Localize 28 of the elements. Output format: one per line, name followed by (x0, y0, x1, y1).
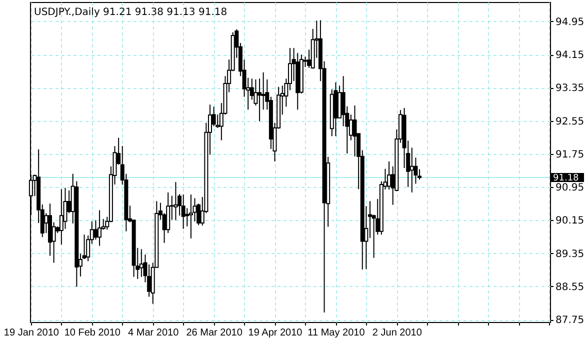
y-tick-label: 93.35 (556, 83, 584, 94)
candlestick (94, 220, 98, 240)
y-tick-label: 91.75 (556, 149, 584, 160)
y-tick-label: 89.35 (556, 248, 584, 260)
candlestick (174, 182, 178, 221)
candlestick (59, 188, 64, 246)
y-tick-label: 92.55 (556, 116, 584, 128)
y-tick-label: 88.55 (556, 282, 584, 293)
candlestick (139, 248, 144, 278)
y-tick-label: 87.75 (556, 315, 584, 326)
candlestick (98, 210, 102, 246)
x-tick-label: 2 Jun 2010 (372, 328, 422, 338)
x-tick-label: 19 Jan 2010 (4, 328, 60, 338)
x-tick-label: 10 Feb 2010 (64, 328, 121, 338)
y-tick-label: 90.15 (556, 216, 584, 227)
ref-line-label: 91.18 (553, 174, 580, 184)
x-tick-label: 26 Mar 2010 (186, 328, 243, 338)
y-tick-label: 94.95 (556, 16, 584, 28)
y-tick-label: 90.95 (556, 182, 584, 194)
x-tick-label: 11 May 2010 (308, 328, 366, 338)
candlestick (188, 194, 193, 239)
chart-title: USDJPY.,Daily 91.21 91.38 91.13 91.18 (34, 7, 228, 18)
candlestick (387, 160, 392, 190)
x-tick-label: 19 Apr 2010 (248, 328, 303, 338)
y-tick-label: 94.15 (556, 50, 584, 62)
candlestick (181, 194, 186, 230)
x-tick-label: 4 Mar 2010 (128, 328, 180, 338)
candlestick (352, 104, 357, 157)
